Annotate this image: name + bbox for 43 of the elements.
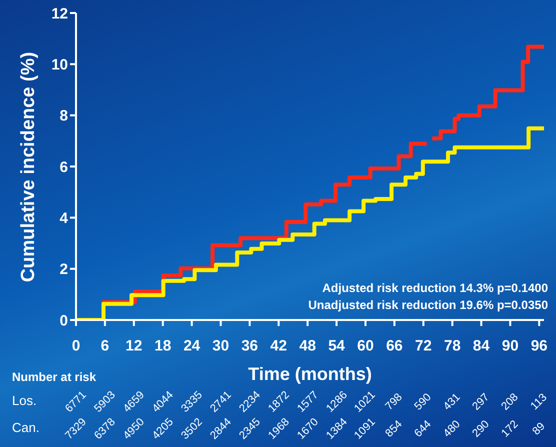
x-tick-label: 84 bbox=[472, 338, 490, 355]
y-tick-label: 8 bbox=[60, 108, 68, 125]
x-tick-label: 54 bbox=[328, 338, 346, 355]
x-tick-label: 90 bbox=[502, 338, 519, 355]
y-tick-label: 6 bbox=[60, 158, 68, 176]
x-tick-label: 24 bbox=[183, 338, 201, 355]
text: Los. bbox=[12, 393, 37, 408]
x-tick-label: 30 bbox=[212, 338, 230, 355]
y-tick-label: 10 bbox=[51, 56, 68, 74]
x-tick-label: 72 bbox=[415, 338, 432, 355]
x-tick-label: 60 bbox=[357, 338, 374, 355]
annotation: Unadjusted risk reduction 19.6% p=0.0350 bbox=[308, 297, 548, 314]
text: 297 bbox=[470, 390, 493, 415]
text: Can. bbox=[12, 420, 40, 435]
text: 208 bbox=[498, 390, 522, 415]
text: 644 bbox=[412, 417, 436, 442]
y-tick-label: 2 bbox=[60, 261, 68, 278]
x-tick-label: 0 bbox=[72, 338, 80, 355]
text: 798 bbox=[382, 390, 406, 415]
x-tick-label: 18 bbox=[154, 338, 172, 355]
x-tick-label: 12 bbox=[126, 338, 142, 355]
text: Number at risk bbox=[12, 370, 96, 384]
x-tick-label: 96 bbox=[530, 338, 548, 355]
text: 854 bbox=[382, 417, 406, 442]
text: 480 bbox=[440, 417, 464, 442]
y-tick-label: 4 bbox=[60, 210, 69, 227]
text: 89 bbox=[530, 419, 549, 440]
text: 431 bbox=[440, 390, 464, 415]
x-tick-label: 66 bbox=[386, 338, 403, 355]
text: 290 bbox=[470, 417, 493, 442]
text: 590 bbox=[412, 390, 436, 415]
x-tick-label: 48 bbox=[299, 338, 316, 355]
text: 113 bbox=[528, 390, 551, 414]
text: 172 bbox=[498, 417, 522, 442]
annotation: Adjusted risk reduction 14.3% p=0.1400 bbox=[321, 280, 548, 297]
x-tick-label: 36 bbox=[241, 338, 258, 355]
y-tick-label: 0 bbox=[60, 312, 68, 330]
x-tick-label: 6 bbox=[100, 338, 110, 355]
y-axis-title: Cumulative incidence (%) bbox=[18, 51, 40, 282]
x-axis-title: Time (months) bbox=[248, 364, 372, 384]
x-tick-label: 78 bbox=[444, 338, 461, 355]
x-tick-label: 42 bbox=[270, 338, 287, 355]
y-tick-label: 12 bbox=[51, 5, 68, 22]
